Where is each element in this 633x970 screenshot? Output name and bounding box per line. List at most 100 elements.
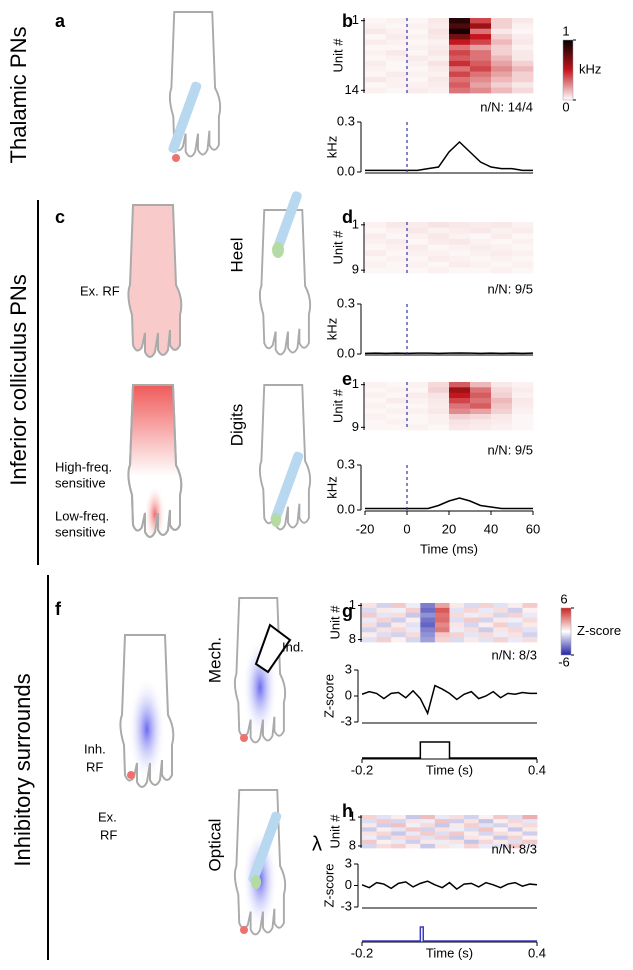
heat-cell [391, 815, 407, 820]
heat-cell [507, 612, 523, 619]
y-tick-label: 1 [352, 216, 359, 231]
heat-cell [365, 267, 387, 274]
heat-cell [512, 233, 534, 240]
heat-cell [420, 835, 436, 841]
hand-label: sensitive [55, 524, 106, 539]
heat-cell [434, 843, 450, 849]
heat-cell [449, 831, 465, 837]
hand-label: RF [100, 827, 117, 842]
section-label: Inferior colliculus PNs [6, 274, 31, 486]
heat-cell [512, 398, 534, 404]
y-axis-label: Z-score [321, 863, 336, 907]
heat-cell [478, 819, 494, 824]
heat-cell [491, 60, 513, 67]
heat-cell [512, 414, 534, 420]
heat-cell [512, 239, 534, 246]
heat-cell [420, 617, 436, 623]
heat-cell [365, 50, 387, 56]
heat-cell [407, 34, 429, 40]
heat-cell [407, 250, 429, 257]
ex-rf [240, 926, 248, 934]
panel-letter: h [342, 801, 353, 821]
heat-cell [420, 632, 436, 638]
panel-letter: a [55, 11, 66, 31]
heat-cell [493, 603, 509, 609]
heat-cell [365, 414, 387, 420]
heat-cell [512, 87, 534, 94]
heat-cell [493, 622, 509, 628]
y-tick-label: 0.3 [337, 113, 355, 128]
heat-cell [362, 819, 377, 824]
heat-cell [428, 50, 450, 56]
y-tick-label: 0.0 [337, 163, 355, 178]
heat-cell [507, 815, 523, 820]
heat-cell [407, 71, 429, 78]
heat-cell [407, 82, 429, 89]
heat-cell [470, 50, 492, 56]
light-spot [271, 513, 281, 527]
heat-cell [376, 632, 392, 638]
heat-cell [428, 60, 450, 67]
heat-cell [512, 244, 534, 251]
heat-cell [386, 414, 408, 420]
heat-cell [386, 66, 408, 72]
heat-cell [376, 612, 392, 619]
heat-cell [449, 55, 471, 62]
heat-cell [428, 403, 450, 410]
heat-cell [512, 39, 534, 46]
heat-cell [491, 66, 513, 72]
heat-cell [512, 222, 534, 229]
y-axis-label: Unit # [327, 605, 342, 640]
heat-cell [386, 403, 408, 410]
heat-cell [362, 831, 377, 837]
heat-cell [376, 835, 392, 841]
heat-cell [491, 256, 513, 263]
heat-cell [449, 239, 471, 246]
heat-cell [365, 39, 387, 46]
heat-cell [493, 823, 509, 828]
heat-cell [464, 831, 480, 837]
heat-cell [386, 256, 408, 263]
heat-cell [386, 28, 408, 35]
heat-cell [464, 617, 480, 623]
x-tick-label: -0.2 [351, 945, 373, 960]
heat-cell [478, 835, 494, 841]
heat-cell [470, 267, 492, 274]
heat-cell [493, 815, 509, 820]
heat-cell [428, 55, 450, 62]
heat-cell [512, 403, 534, 410]
heat-cell [512, 261, 534, 268]
section-label: Inhibitory surrounds [10, 673, 35, 866]
heat-cell [449, 617, 465, 623]
heat-cell [386, 382, 408, 388]
heat-cell [391, 823, 407, 828]
heat-cell [491, 222, 513, 229]
psth-line [361, 880, 538, 891]
heat-cell [376, 839, 392, 845]
heat-cell [407, 256, 429, 263]
heat-cell [405, 843, 421, 849]
heat-cell [464, 839, 480, 845]
heat-cell [407, 261, 429, 268]
heat-cell [428, 18, 450, 24]
heat-cell [470, 55, 492, 62]
heat-cell [470, 398, 492, 404]
heat-cell [478, 607, 494, 614]
heat-cell [478, 637, 494, 643]
heat-cell [365, 44, 387, 51]
heat-cell [407, 239, 429, 246]
panel-letter: c [55, 207, 65, 227]
heat-cell [362, 603, 377, 609]
heat-cell [493, 819, 509, 824]
heat-cell [420, 831, 436, 837]
hand-label: Ex. [98, 809, 117, 824]
heat-cell [470, 239, 492, 246]
heat-cell [449, 82, 471, 89]
heat-cell [365, 28, 387, 35]
heat-cell [405, 607, 421, 614]
heat-cell [420, 627, 436, 633]
heat-cell [512, 50, 534, 56]
heat-cell [407, 66, 429, 72]
annotation: n/N: 14/4 [480, 99, 533, 114]
heat-cell [470, 261, 492, 268]
